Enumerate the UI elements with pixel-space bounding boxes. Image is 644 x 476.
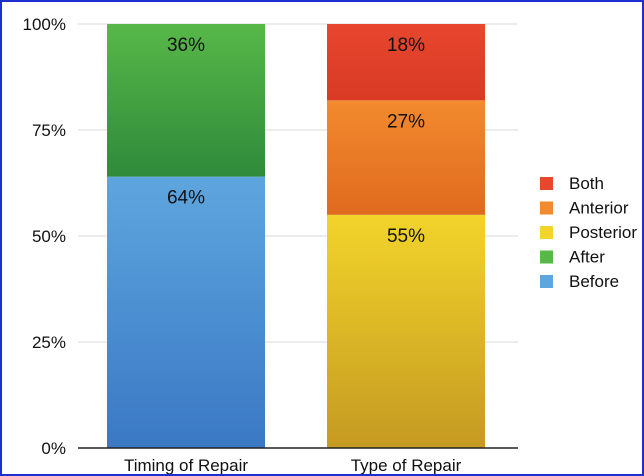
legend-item-before: Before xyxy=(540,272,619,291)
y-tick-label: 50% xyxy=(32,227,66,246)
bar-segment-posterior xyxy=(327,214,485,448)
legend-swatch-posterior xyxy=(540,226,553,239)
bars xyxy=(107,24,485,448)
legend-swatch-after xyxy=(540,250,553,264)
data-label-after: 36% xyxy=(167,35,205,56)
bar-segment-after xyxy=(107,24,265,177)
y-tick-label: 0% xyxy=(41,439,66,458)
y-tick-label: 75% xyxy=(32,121,66,140)
legend-label-after: After xyxy=(569,248,605,267)
legend: Both Anterior Posterior After Before xyxy=(540,174,637,291)
legend-label-posterior: Posterior xyxy=(569,223,637,242)
legend-swatch-before xyxy=(540,275,553,288)
data-label-both: 18% xyxy=(387,35,425,56)
x-category-label: Timing of Repair xyxy=(124,456,248,474)
y-tick-label: 100% xyxy=(23,15,66,34)
y-tick-label: 25% xyxy=(32,333,66,352)
legend-label-both: Both xyxy=(569,174,604,193)
legend-item-after: After xyxy=(540,248,605,267)
legend-label-anterior: Anterior xyxy=(569,199,629,218)
legend-label-before: Before xyxy=(569,272,619,291)
y-axis: 0% 25% 50% 75% 100% xyxy=(23,15,66,458)
legend-item-anterior: Anterior xyxy=(540,199,629,218)
data-label-posterior: 55% xyxy=(387,226,425,247)
data-label-anterior: 27% xyxy=(387,111,425,132)
legend-item-both: Both xyxy=(540,174,604,193)
bar-segment-anterior xyxy=(327,100,485,215)
legend-swatch-anterior xyxy=(540,201,553,215)
bar-segment-both xyxy=(327,24,485,101)
legend-item-posterior: Posterior xyxy=(540,223,637,242)
x-category-label: Type of Repair xyxy=(351,456,462,474)
data-label-before: 64% xyxy=(167,188,205,209)
bar-segment-before xyxy=(107,176,265,448)
legend-swatch-both xyxy=(540,177,553,190)
data-labels: 64% 36% 55% 27% 18% xyxy=(167,35,425,247)
x-axis: Timing of Repair Type of Repair xyxy=(78,447,518,474)
